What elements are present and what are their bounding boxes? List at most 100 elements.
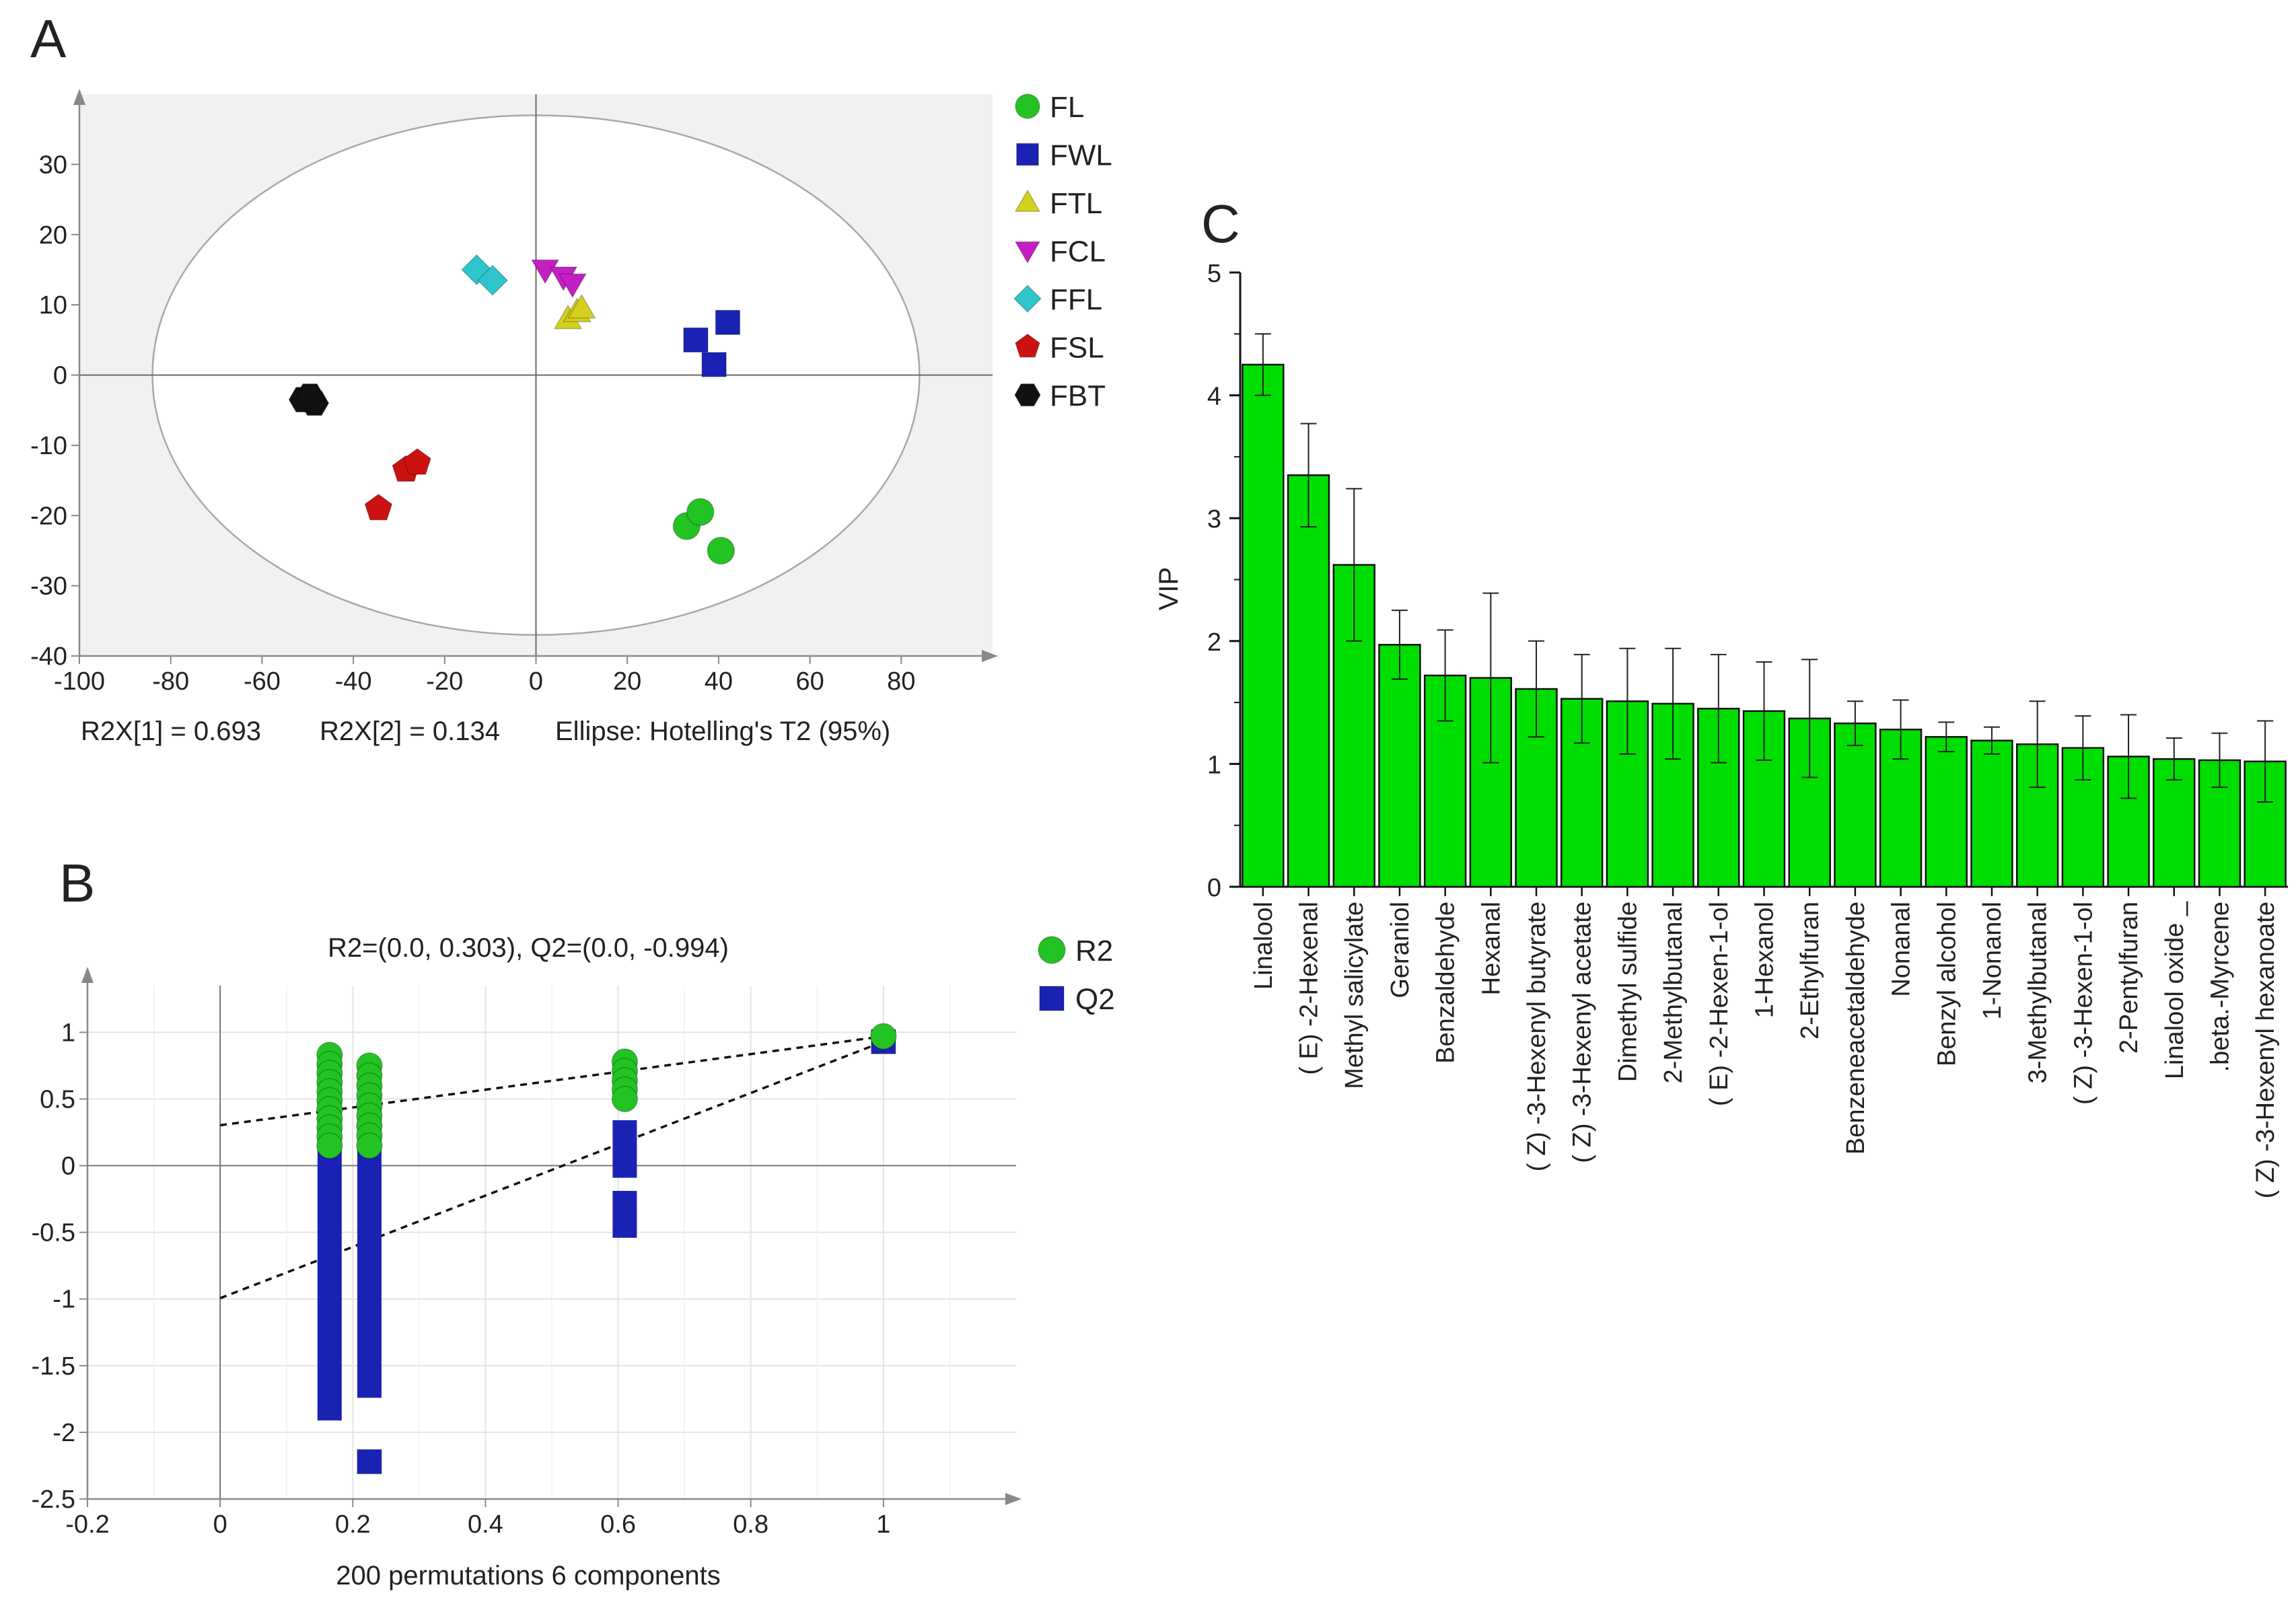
- y-tick-label: -30: [30, 573, 67, 601]
- category-label: 1-Nonanol: [1978, 902, 2007, 1019]
- x-tick-label: 60: [795, 667, 824, 696]
- point-fl: [707, 536, 736, 565]
- category-label: Dimethyl sulfide: [1614, 902, 1642, 1082]
- r2x1-label: R2X[1] = 0.693: [81, 717, 261, 746]
- point-fwl: [701, 352, 727, 377]
- r2x2-label: R2X[2] = 0.134: [320, 717, 500, 746]
- legend-label-fbt: FBT: [1050, 379, 1106, 412]
- category-label: Benzyl alcohol: [1933, 902, 1961, 1066]
- legend-marker-ftl: [1014, 189, 1041, 212]
- regression-line-q2: [219, 1040, 884, 1300]
- category-label: 1-Hexanol: [1751, 902, 1779, 1018]
- legend-label-r2: R2: [1075, 935, 1113, 967]
- category-label: ( Z) -3-Hexenyl acetate: [1569, 902, 1597, 1163]
- permutation-xlabel: 200 permutations 6 components: [336, 1561, 720, 1591]
- y-tick-label: -2.5: [32, 1486, 75, 1514]
- q2-permutation-column: [612, 1120, 637, 1178]
- x-tick-label: 0.2: [335, 1510, 371, 1539]
- vip-ylabel: VIP: [1154, 567, 1184, 610]
- x-tick-label: -0.2: [65, 1510, 109, 1539]
- vip-bar: [1242, 363, 1285, 888]
- legend-marker-fl: [1015, 94, 1040, 119]
- score-plot: -100 -80 -60 -40 -20 0 20 40 60 80-40-30-20-10010…: [30, 89, 998, 696]
- category-label: .beta.-Myrcene: [2206, 902, 2234, 1072]
- x-tick-label: -100: [54, 667, 105, 696]
- y-tick-label: 20: [39, 221, 67, 250]
- panel-a-label: A: [30, 9, 67, 69]
- y-tick-label: 0: [61, 1153, 75, 1181]
- x-tick-label: 0.8: [733, 1510, 768, 1539]
- category-label: 2-Pentylfuran: [2115, 902, 2143, 1054]
- x-tick-label: -40: [335, 667, 372, 696]
- y-tick-label: 10: [39, 291, 67, 320]
- category-label: Nonanal: [1888, 902, 1916, 997]
- point-ffl: [476, 264, 509, 296]
- category-label: 2-Ethylfuran: [1796, 902, 1824, 1039]
- vip-bar: [1925, 735, 1968, 888]
- x-tick-label: 1: [876, 1510, 890, 1539]
- y-tick-label: 3: [1207, 505, 1221, 534]
- point-fsl: [364, 493, 393, 521]
- y-tick-label: 1: [1207, 751, 1221, 779]
- panel-b-label: B: [59, 853, 95, 913]
- x-tick-label: 0: [213, 1510, 227, 1539]
- y-axis-arrow: [73, 89, 85, 105]
- category-label: Geraniol: [1386, 902, 1414, 998]
- legend-label-fl: FL: [1050, 91, 1084, 124]
- r2-permutation-point: [356, 1132, 383, 1159]
- x-tick-label: -60: [244, 667, 281, 696]
- y-axis-arrow: [81, 967, 94, 983]
- y-tick-label: -20: [30, 502, 67, 530]
- y-tick-label: -2: [52, 1419, 75, 1447]
- category-label: Methyl salicylate: [1340, 902, 1369, 1089]
- legend-marker-r2: [1038, 936, 1066, 964]
- point-fcl: [530, 259, 560, 285]
- ellipse-label: Ellipse: Hotelling's T2 (95%): [555, 717, 890, 746]
- point-fwl: [715, 309, 741, 335]
- x-tick-label: -20: [426, 667, 463, 696]
- y-tick-label: 5: [1207, 260, 1221, 288]
- legend-marker-fwl: [1016, 143, 1039, 166]
- legend-marker-fsl: [1015, 333, 1040, 358]
- y-tick-label: 4: [1207, 383, 1221, 411]
- category-label: ( Z) -3-Hexenyl butyrate: [1523, 902, 1551, 1171]
- point-fl: [686, 498, 715, 526]
- category-label: ( E) -2-Hexen-1-ol: [1705, 902, 1733, 1106]
- y-tick-label: -0.5: [32, 1219, 75, 1247]
- y-tick-label: 2: [1207, 628, 1221, 657]
- category-label: Benzaldehyde: [1432, 902, 1460, 1064]
- vip-bar: [1970, 739, 2013, 888]
- x-tick-label: 20: [613, 667, 641, 696]
- y-tick-label: 0: [53, 362, 67, 390]
- legend-label-fsl: FSL: [1050, 332, 1104, 365]
- point-fwl: [683, 327, 709, 353]
- vip-bar: [1834, 722, 1877, 888]
- r2-permutation-point: [611, 1085, 639, 1113]
- y-tick-label: 0.5: [40, 1085, 75, 1113]
- y-tick-label: -40: [30, 643, 67, 671]
- permutation-plot-legend: R2 Q2: [1038, 935, 1115, 1016]
- permutation-title: R2=(0.0, 0.303), Q2=(0.0, -0.994): [328, 933, 729, 963]
- x-tick-label: 80: [887, 667, 915, 696]
- legend-marker-ffl: [1013, 285, 1042, 313]
- q2-permutation-column: [612, 1191, 637, 1238]
- category-label: ( E) -2-Hexenal: [1295, 902, 1324, 1075]
- vip-bar: [1287, 474, 1330, 888]
- legend-marker-fcl: [1014, 241, 1041, 264]
- category-label: 2-Methylbutanal: [1659, 902, 1688, 1083]
- legend-marker-fbt: [1014, 383, 1041, 407]
- y-tick-label: -10: [30, 432, 67, 460]
- category-label: Linalool oxide _: [2161, 901, 2189, 1079]
- x-tick-label: -80: [152, 667, 189, 696]
- q2-point: [357, 1449, 382, 1475]
- r2-permutation-point: [316, 1132, 343, 1159]
- x-axis-arrow: [1005, 1493, 1021, 1505]
- y-tick-label: 1: [61, 1019, 75, 1047]
- legend-label-ftl: FTL: [1050, 187, 1102, 220]
- q2-permutation-column: [357, 1111, 382, 1398]
- category-label: ( Z) -3-Hexen-1-ol: [2069, 902, 2097, 1105]
- y-tick-label: 30: [39, 151, 67, 179]
- x-tick-label: 0.4: [468, 1510, 503, 1539]
- category-label: ( Z) -3-Hexenyl hexanoate: [2252, 902, 2280, 1198]
